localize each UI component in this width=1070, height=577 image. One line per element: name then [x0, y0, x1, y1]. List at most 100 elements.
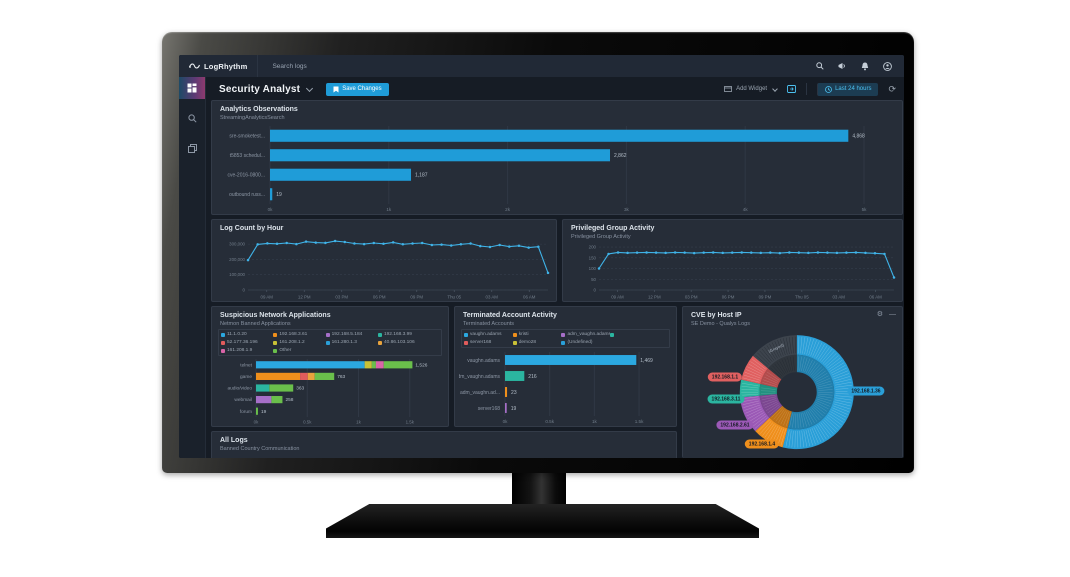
panel-title: CVE by Host IP	[691, 312, 742, 319]
panel-title: Terminated Account Activity	[463, 312, 557, 319]
panel-title: Log Count by Hour	[220, 225, 284, 232]
svg-text:0k: 0k	[503, 419, 509, 424]
chevron-down-icon[interactable]	[306, 84, 314, 92]
chevron-down-icon	[772, 85, 778, 92]
svg-text:1.5k: 1.5k	[406, 420, 415, 425]
svg-text:300,000: 300,000	[229, 242, 245, 247]
svg-text:03 PM: 03 PM	[685, 295, 698, 300]
legend-label: 52.177.36.196	[227, 340, 258, 345]
svg-text:258: 258	[285, 397, 293, 403]
legend-label: 161.208.1.9	[227, 348, 253, 353]
terminated-accounts-chart: 0k 0.5k 1k 1.5k vaughn.adams 1,469 adm_vaughn.…	[459, 350, 674, 426]
legend-swatch	[273, 340, 278, 345]
cve-host-ip-label: 192.168.1.4	[744, 439, 780, 449]
collapse-icon[interactable]: —	[889, 310, 896, 318]
cases-icon	[187, 143, 197, 153]
legend-item: kristi	[512, 331, 562, 339]
monitor-stand-base	[326, 504, 759, 538]
svg-text:webmail: webmail	[234, 397, 252, 403]
svg-text:0: 0	[594, 288, 597, 293]
dashboard-title: Security Analyst	[219, 83, 301, 95]
legend-label: vaughn.adams	[470, 332, 502, 337]
legend-label: 192.168.5.184	[331, 332, 363, 337]
panel-title: All Logs	[220, 437, 248, 444]
add-widget-button[interactable]: Add Widget	[724, 85, 778, 92]
legend-item: 161.208.1.2	[273, 339, 325, 347]
legend-item: 52.177.36.196	[221, 339, 273, 347]
monitor-frame: LogRhythm Search logs	[162, 32, 914, 473]
sidebar-item-search[interactable]	[179, 107, 205, 129]
svg-text:363: 363	[296, 386, 304, 392]
svg-text:100: 100	[589, 266, 597, 271]
svg-text:216: 216	[528, 374, 537, 380]
svg-text:server168: server168	[478, 406, 500, 412]
svg-text:0.5k: 0.5k	[545, 419, 554, 424]
legend-label: 192.168.3.61	[279, 332, 308, 337]
svg-text:06 AM: 06 AM	[523, 295, 536, 300]
refresh-icon[interactable]: ⟳	[888, 83, 896, 94]
legend-label: kristi	[518, 332, 529, 337]
add-widget-label: Add Widget	[736, 86, 768, 92]
cve-host-ip-label: 192.168.1.1	[707, 372, 743, 382]
svg-text:audio/video: audio/video	[227, 386, 252, 392]
svg-text:03 AM: 03 AM	[486, 295, 499, 300]
time-range-button[interactable]: Last 24 hours	[817, 82, 879, 96]
svg-text:06 PM: 06 PM	[722, 295, 735, 300]
panel-cve-by-host-ip: CVE by Host IP SE Demo - Qualys Logs ⚙ —…	[682, 306, 903, 458]
svg-text:0: 0	[243, 288, 246, 293]
cve-host-ip-label: 192.168.2.61	[716, 420, 754, 430]
cve-host-ip-label: 192.168.3.11	[707, 394, 745, 404]
svg-text:12 PM: 12 PM	[648, 295, 661, 300]
legend-label: (Undefined)	[567, 340, 593, 345]
legend-label: 161.208.1.2	[279, 340, 305, 345]
time-range-label: Last 24 hours	[835, 86, 872, 92]
panel-subtitle: Privileged Group Activity	[571, 234, 631, 240]
legend-swatch	[464, 340, 468, 345]
legend-swatch	[325, 332, 330, 337]
svg-text:1k: 1k	[356, 420, 361, 425]
legend-swatch	[221, 332, 225, 337]
svg-text:4,868: 4,868	[852, 134, 865, 140]
privileged-group-chart: 0 50 100 150 200 09 AM 12 PM 03 PM 06 PM 09 PM Thu…	[567, 242, 900, 301]
gear-icon[interactable]: ⚙	[876, 311, 883, 318]
logrhythm-logo: LogRhythm	[179, 55, 257, 77]
legend-item: 161.280.1.3	[325, 339, 378, 347]
panel-all-logs: All Logs Banned Country Communication	[211, 431, 677, 458]
search-icon[interactable]	[816, 62, 824, 70]
legend-item: adm_vaughn.adams	[561, 331, 610, 339]
announcements-icon[interactable]	[838, 62, 847, 70]
svg-text:Thu 05: Thu 05	[795, 295, 809, 300]
suspicious-apps-legend: 11.1.0.20 192.168.3.61 192.168.5.184 192.16…	[218, 329, 442, 356]
legend-swatch	[221, 348, 225, 353]
svg-text:0k: 0k	[268, 207, 274, 212]
legend-item: 192.168.3.99	[377, 331, 430, 339]
legend-swatch	[512, 340, 517, 345]
panel-subtitle: Banned Country Communication	[220, 446, 300, 452]
svg-text:game: game	[240, 375, 252, 380]
svg-text:1k: 1k	[592, 419, 598, 424]
svg-text:forum: forum	[240, 409, 252, 415]
svg-text:1.5k: 1.5k	[635, 419, 644, 424]
svg-text:1,469: 1,469	[640, 358, 653, 364]
search-logs-link[interactable]: Search logs	[257, 55, 307, 77]
screen: LogRhythm Search logs	[179, 55, 904, 458]
svg-text:19: 19	[511, 406, 517, 412]
legend-label: 11.1.0.20	[227, 332, 247, 337]
sidebar-item-cases[interactable]	[179, 137, 205, 159]
svg-text:19: 19	[261, 409, 267, 415]
svg-text:adm_vaughn.adams: adm_vaughn.adams	[459, 374, 500, 380]
svg-text:2,862: 2,862	[614, 153, 627, 159]
bookmark-icon	[333, 86, 339, 92]
notifications-bell-icon[interactable]	[861, 62, 869, 71]
suspicious-apps-chart: 0k 0.5k 1k 1.5k telnet 1,526 game 763 audio/vide…	[216, 358, 446, 426]
save-changes-button[interactable]: Save Changes	[326, 82, 389, 96]
sidebar-item-dashboards[interactable]	[179, 77, 205, 99]
legend-swatch	[512, 332, 517, 337]
layout-icon[interactable]	[787, 85, 797, 93]
save-changes-label: Save Changes	[342, 86, 382, 92]
svg-text:19: 19	[276, 192, 282, 198]
cve-host-ip-label: 192.168.1.36	[847, 386, 885, 396]
svg-text:1k: 1k	[386, 207, 392, 212]
user-profile-icon[interactable]	[883, 61, 892, 71]
